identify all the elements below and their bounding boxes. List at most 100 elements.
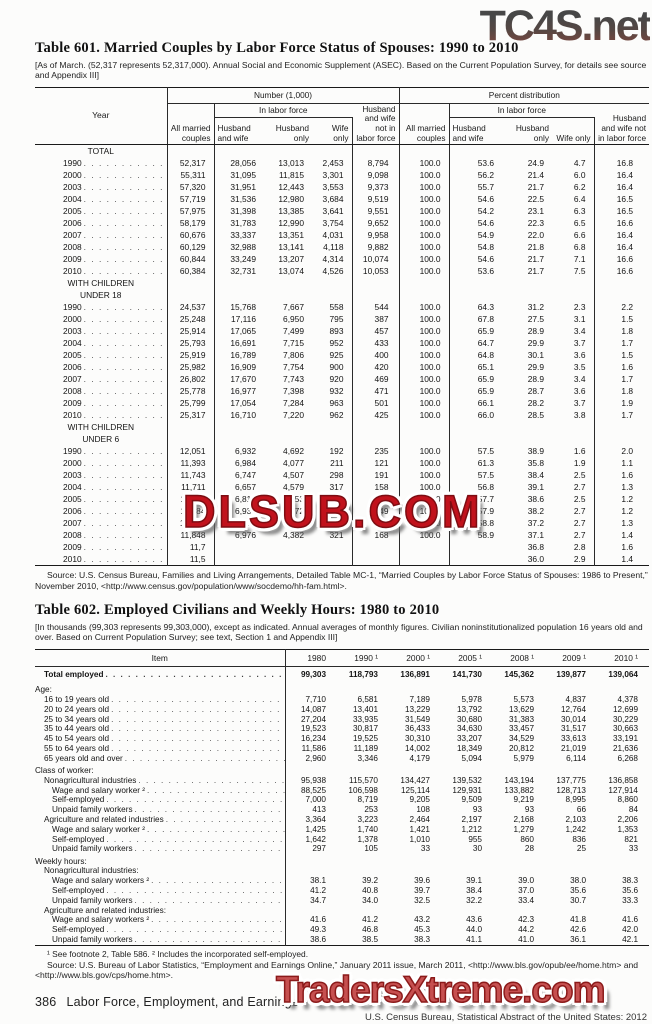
value-cell (597, 866, 649, 876)
item-label: 25 to 34 years old (44, 714, 110, 724)
year-cell: 2008 (35, 385, 168, 398)
value-cell: 100.0 (399, 529, 450, 542)
leader-dots (133, 935, 284, 945)
value-cell: 39.1 (527, 482, 545, 493)
value-cell: 1.9 (552, 457, 595, 470)
year-cell: 2000 (35, 457, 168, 470)
year-leader: 2010 (63, 409, 167, 421)
year-leader: 2007 (63, 229, 167, 241)
value-cell: 25,919 (167, 349, 215, 362)
value-cell: 3.4 (552, 373, 595, 386)
value-cell: 7,667 (283, 302, 304, 313)
year-label: 2007 (63, 230, 82, 241)
item-label: Wage and salary workers ² (52, 876, 150, 886)
row-label: Weekly hours: (35, 854, 286, 867)
section-label: WITH CHILDREN UNDER 18 (35, 277, 168, 302)
value-cell: 5,094 (461, 753, 483, 763)
value-cell: 6.8 (552, 241, 595, 254)
value-cell: 31,398 (230, 206, 256, 217)
leader-dots (82, 337, 167, 349)
year-cell: 2004 (35, 481, 168, 494)
row-label: 16 to 19 years old (35, 694, 286, 705)
year-cell: 2005 (35, 205, 168, 218)
value-cell: 963 (312, 397, 353, 410)
value-cell: 57.5 (477, 470, 495, 481)
value-cell: 66 (576, 805, 586, 815)
value-cell: 33,935 (352, 714, 378, 724)
year-cell: 2003 (35, 469, 168, 482)
chapter-title: Labor Force, Employment, and Earnings (66, 994, 299, 1009)
value-cell: 21.4 (527, 170, 545, 181)
empty-cell (167, 421, 215, 446)
value-cell (337, 854, 389, 866)
col-header-husband-only: Husband only (502, 117, 553, 146)
row-label: Self-employed (35, 795, 286, 806)
value-cell: 5,573 (513, 694, 535, 704)
value-cell: 6.2 (552, 181, 595, 194)
leader-dots (82, 217, 167, 229)
value-cell: 100.0 (399, 397, 450, 410)
value-cell: 54.6 (477, 194, 495, 205)
value-cell: 24,537 (167, 301, 215, 314)
year-cell: 2005 (35, 349, 168, 362)
item-label: Unpaid family workers (52, 805, 133, 815)
table-row: 65 years old and over 2,960 3,346 4,179 5,09… (35, 753, 649, 764)
table601: Year Number (1,000) Percent distribution… (35, 86, 650, 567)
value-cell: 33.3 (622, 895, 638, 905)
year-label: 2009 (63, 542, 82, 553)
value-cell (337, 866, 389, 876)
value-cell: 9,519 (352, 193, 400, 206)
row-label: Unpaid family workers (35, 935, 286, 946)
year-label: 2007 (63, 518, 82, 529)
value-cell: 13,013 (278, 158, 304, 169)
value-cell: 3.7 (552, 337, 595, 350)
value-cell: 33,191 (612, 734, 638, 744)
value-cell: 36.1 (570, 935, 586, 945)
value-cell: 54.8 (477, 242, 495, 253)
value-cell: 105 (364, 844, 378, 854)
item-label: Agriculture and related industries (44, 814, 164, 824)
value-cell: 16,691 (230, 338, 256, 349)
leader-dots (82, 253, 167, 265)
value-cell: 2.7 (552, 481, 595, 494)
table-row: Self-employed 7,000 8,719 9,205 9,509 9,219 8,… (35, 795, 649, 806)
leader-dots (82, 313, 167, 325)
value-cell: 400 (352, 349, 400, 362)
leader-dots (109, 724, 284, 734)
value-cell: 66.0 (477, 410, 495, 421)
table602: Item 1980 1990 ¹ 2000 ¹ 2005 ¹ 2008 ¹ 2009 ¹ 20… (35, 648, 649, 946)
leader-dots (149, 915, 284, 925)
leader-dots (82, 241, 167, 253)
value-cell: 36.8 (527, 542, 545, 553)
leader-dots (82, 181, 167, 193)
year-cell: 2009 (35, 397, 168, 410)
value-cell: 21.7 (527, 266, 545, 277)
value-cell: 544 (352, 301, 400, 314)
table-row: Wage and salary workers ² 41.6 41.2 43.2 43.… (35, 915, 649, 926)
leader-dots (82, 157, 167, 169)
value-cell: 955 (468, 834, 482, 844)
value-cell: 1.5 (621, 350, 634, 361)
value-cell: 61.3 (477, 458, 495, 469)
value-cell: 17,116 (231, 314, 256, 325)
value-cell: 30,663 (612, 724, 638, 734)
value-cell: 1,378 (357, 834, 379, 844)
year-label: 2004 (63, 338, 82, 349)
value-cell (545, 763, 597, 775)
table-row: Unpaid family workers 34.7 34.0 32.5 32.2 33.… (35, 895, 649, 906)
value-cell: 115,570 (349, 775, 378, 785)
year-label: 2000 (63, 314, 82, 325)
value-cell: 35.8 (527, 458, 545, 469)
value-cell: 2.0 (621, 446, 634, 457)
label-leader: Wage and salary workers ² (52, 915, 284, 925)
value-cell: 11,743 (167, 469, 215, 482)
leader-dots (109, 734, 284, 744)
value-cell: 100.0 (399, 373, 450, 386)
year-label: 2000 (63, 458, 82, 469)
value-cell: 28.2 (527, 398, 545, 409)
row-label: Unpaid family workers (35, 805, 286, 815)
value-cell: 100.0 (399, 409, 450, 422)
year-label: 2006 (63, 218, 82, 229)
